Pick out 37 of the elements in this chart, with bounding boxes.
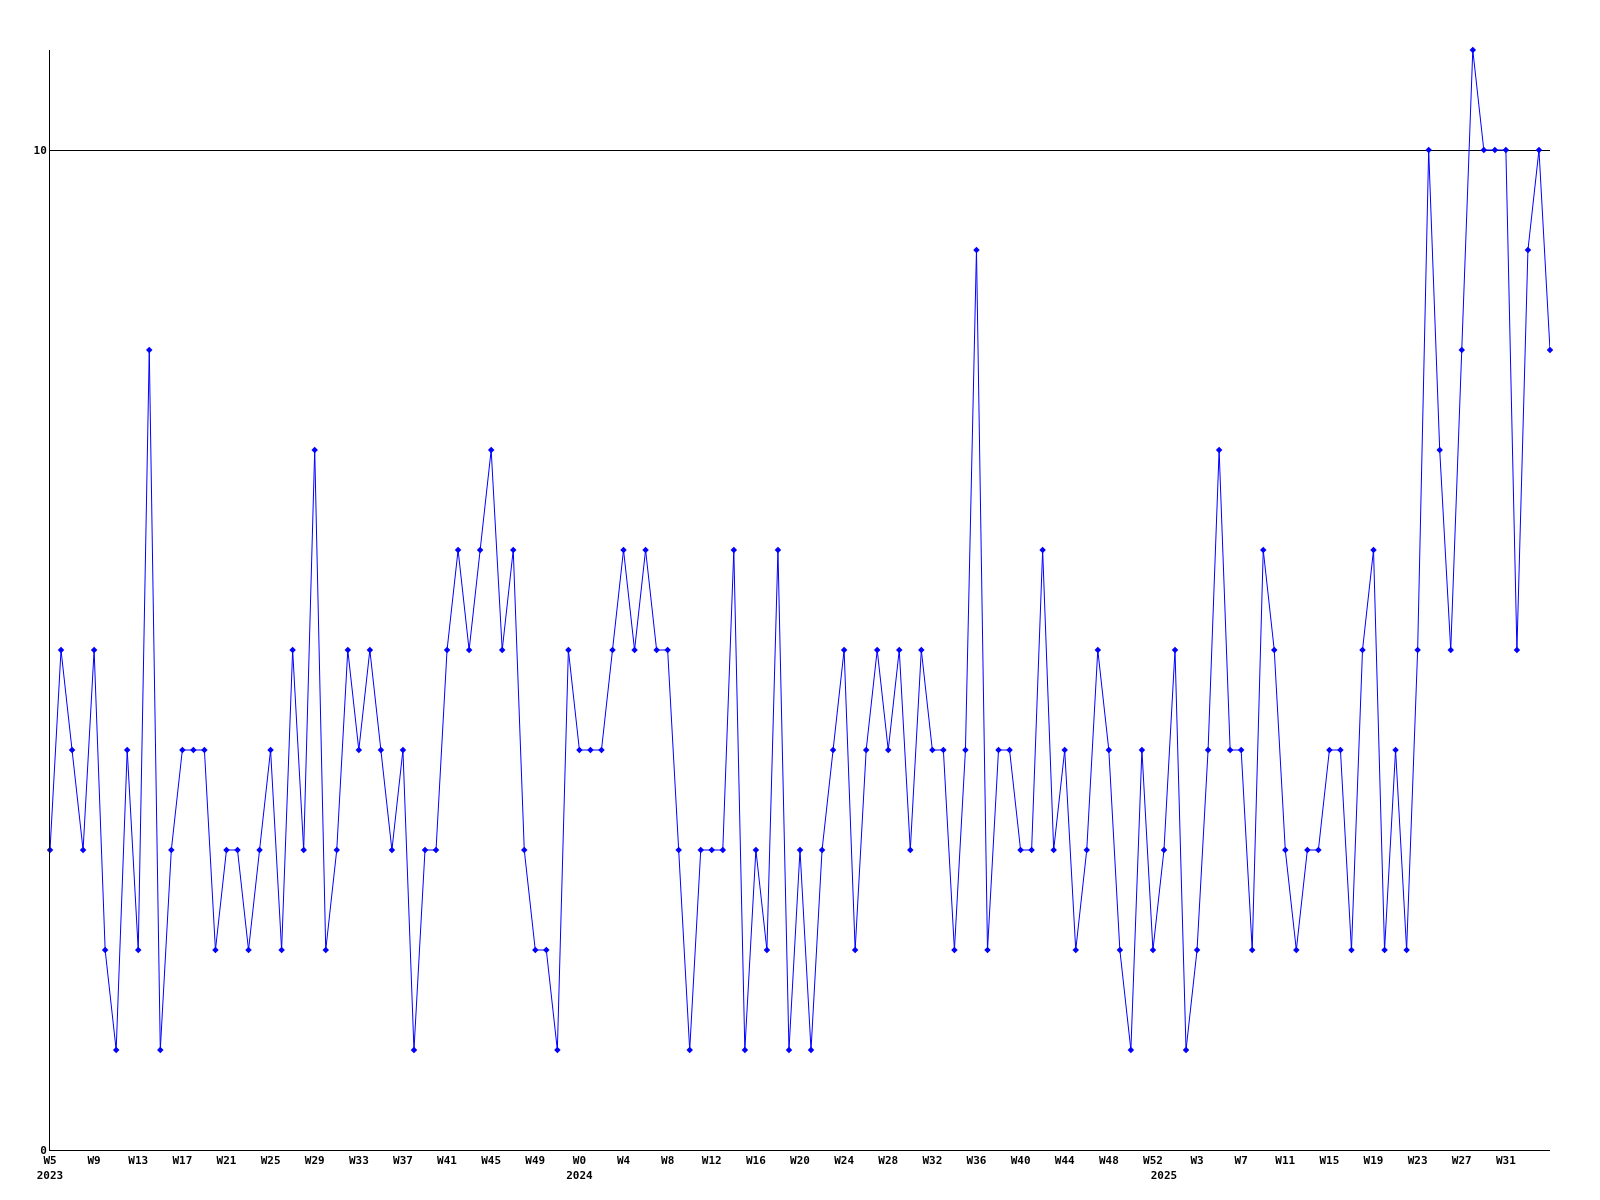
x-tick-label: W41: [437, 1154, 458, 1168]
x-tick-label: W0 2024: [566, 1154, 594, 1182]
x-tick-label: W5 2023: [36, 1154, 64, 1182]
x-tick-label: W23: [1407, 1154, 1428, 1168]
x-tick-label: W28: [878, 1154, 899, 1168]
x-tick-label: W12: [701, 1154, 722, 1168]
x-tick-label: W7: [1234, 1154, 1248, 1168]
x-tick-label: W52: [1143, 1154, 1163, 1168]
x-tick-label: W36: [966, 1154, 987, 1168]
x-tick-label: W20: [790, 1154, 810, 1168]
x-tick-label: 2025: [1150, 1168, 1178, 1182]
x-tick-label: W32: [922, 1154, 943, 1168]
x-tick-label: W27: [1451, 1154, 1472, 1168]
y-tick-label: 10: [33, 143, 47, 157]
x-tick-label: W8: [661, 1154, 675, 1168]
x-tick-label: W45: [481, 1154, 502, 1168]
x-tick-label: W29: [304, 1154, 325, 1168]
x-tick-label: W48: [1098, 1154, 1119, 1168]
x-tick-label: W24: [834, 1154, 855, 1168]
x-tick-label: W49: [525, 1154, 546, 1168]
x-tick-label: W11: [1275, 1154, 1296, 1168]
x-tick-label: W9: [87, 1154, 101, 1168]
x-tick-label: W16: [745, 1154, 767, 1168]
x-tick-label: W4: [616, 1154, 631, 1168]
x-tick-label: W31: [1495, 1154, 1517, 1168]
x-tick-label: W37: [393, 1154, 413, 1168]
x-tick-label: W19: [1363, 1154, 1384, 1168]
x-tick-label: W15: [1319, 1154, 1340, 1168]
x-tick-label: W44: [1054, 1154, 1076, 1168]
x-tick-label: W25: [260, 1154, 281, 1168]
x-tick-label: W40: [1010, 1154, 1031, 1168]
x-tick-label: W21: [216, 1154, 237, 1168]
x-tick-label: W33: [348, 1154, 369, 1168]
x-tick-label: W3: [1190, 1154, 1204, 1168]
x-tick-label: W13: [128, 1154, 149, 1168]
x-tick-label: W17: [172, 1154, 193, 1168]
y-tick-label: 0: [40, 1143, 47, 1157]
